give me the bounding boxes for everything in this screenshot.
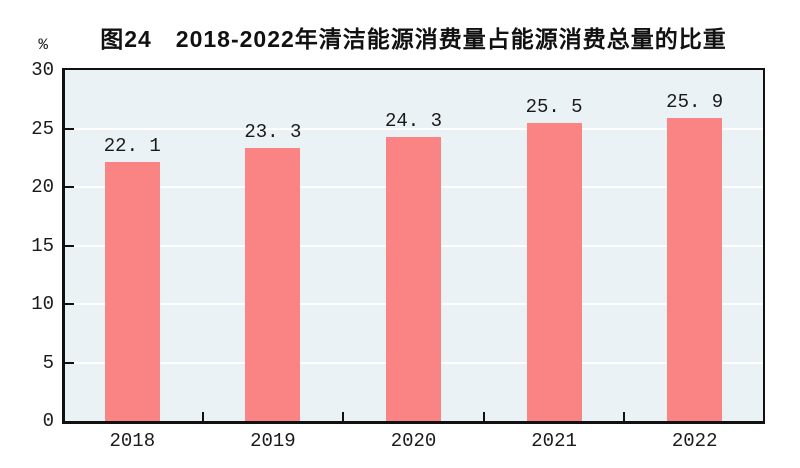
x-axis-tick: [482, 412, 485, 421]
y-axis-tick: [65, 127, 74, 130]
y-axis-tick: [65, 244, 74, 247]
x-axis-category-label: 2019: [250, 430, 296, 452]
y-axis-tick: [65, 361, 74, 364]
y-axis-tick-label: 0: [42, 410, 54, 432]
bar-2019: [245, 148, 301, 421]
x-axis-category-label: 2022: [671, 430, 718, 452]
x-axis-category-label: 2021: [531, 430, 577, 452]
y-axis-unit-label: %: [38, 36, 48, 54]
chart-title: 图24 2018-2022年清洁能源消费量占能源消费总量的比重: [100, 26, 727, 52]
bar-value-label: 25. 5: [525, 95, 583, 118]
bar-value-label: 25. 9: [666, 90, 724, 113]
y-axis-tick: [65, 303, 74, 305]
x-axis-tick: [342, 412, 345, 421]
y-axis-tick-label: 5: [42, 351, 54, 374]
bar-2022: [667, 117, 723, 421]
y-axis-tick-label: 25: [31, 117, 54, 140]
bar-value-label: 24. 3: [384, 109, 442, 132]
bar-value-label: 23. 3: [244, 121, 302, 144]
y-axis-tick: [65, 186, 74, 188]
y-axis-tick-label: 30: [31, 59, 54, 81]
y-axis-tick-label: 10: [31, 293, 54, 315]
bar-2021: [526, 122, 582, 421]
x-axis-category-label: 2018: [109, 430, 156, 452]
x-axis-tick: [623, 412, 626, 421]
gridline: [65, 127, 763, 130]
x-axis-tick: [201, 412, 204, 421]
y-axis-tick-label: 20: [31, 176, 54, 198]
y-axis-tick-label: 15: [31, 234, 54, 257]
bar-2018: [104, 162, 160, 421]
bar-value-label: 22. 1: [103, 135, 161, 158]
x-axis-category-label: 2020: [390, 430, 437, 452]
bar-2020: [386, 136, 441, 421]
